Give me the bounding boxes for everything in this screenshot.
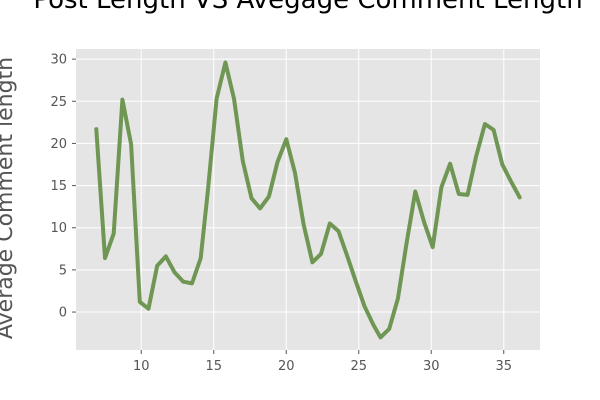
series-line bbox=[94, 60, 522, 340]
tick-labels: 10 15 20 25 30 35 0 5 10 15 20 25 30 bbox=[50, 53, 512, 374]
y-axis-label: Average Comment length bbox=[0, 57, 18, 339]
x-tick-label: 35 bbox=[495, 359, 512, 374]
y-tick-label: 20 bbox=[50, 137, 67, 152]
y-tick-label: 15 bbox=[50, 179, 67, 194]
y-tick-label: 0 bbox=[59, 306, 67, 321]
plot-area bbox=[76, 49, 540, 350]
y-tick-label: 30 bbox=[50, 53, 67, 68]
x-tick-label: 15 bbox=[205, 359, 222, 374]
grid bbox=[76, 49, 540, 350]
y-tick-label: 25 bbox=[50, 95, 67, 110]
x-tick-label: 10 bbox=[133, 359, 150, 374]
chart-title: Post Length VS Avegage Comment Length bbox=[33, 0, 582, 15]
y-tick-label: 10 bbox=[50, 221, 67, 236]
x-tick-label: 25 bbox=[350, 359, 367, 374]
x-tick-label: 20 bbox=[278, 359, 295, 374]
x-tick-label: 30 bbox=[423, 359, 440, 374]
y-tick-label: 5 bbox=[59, 263, 67, 278]
